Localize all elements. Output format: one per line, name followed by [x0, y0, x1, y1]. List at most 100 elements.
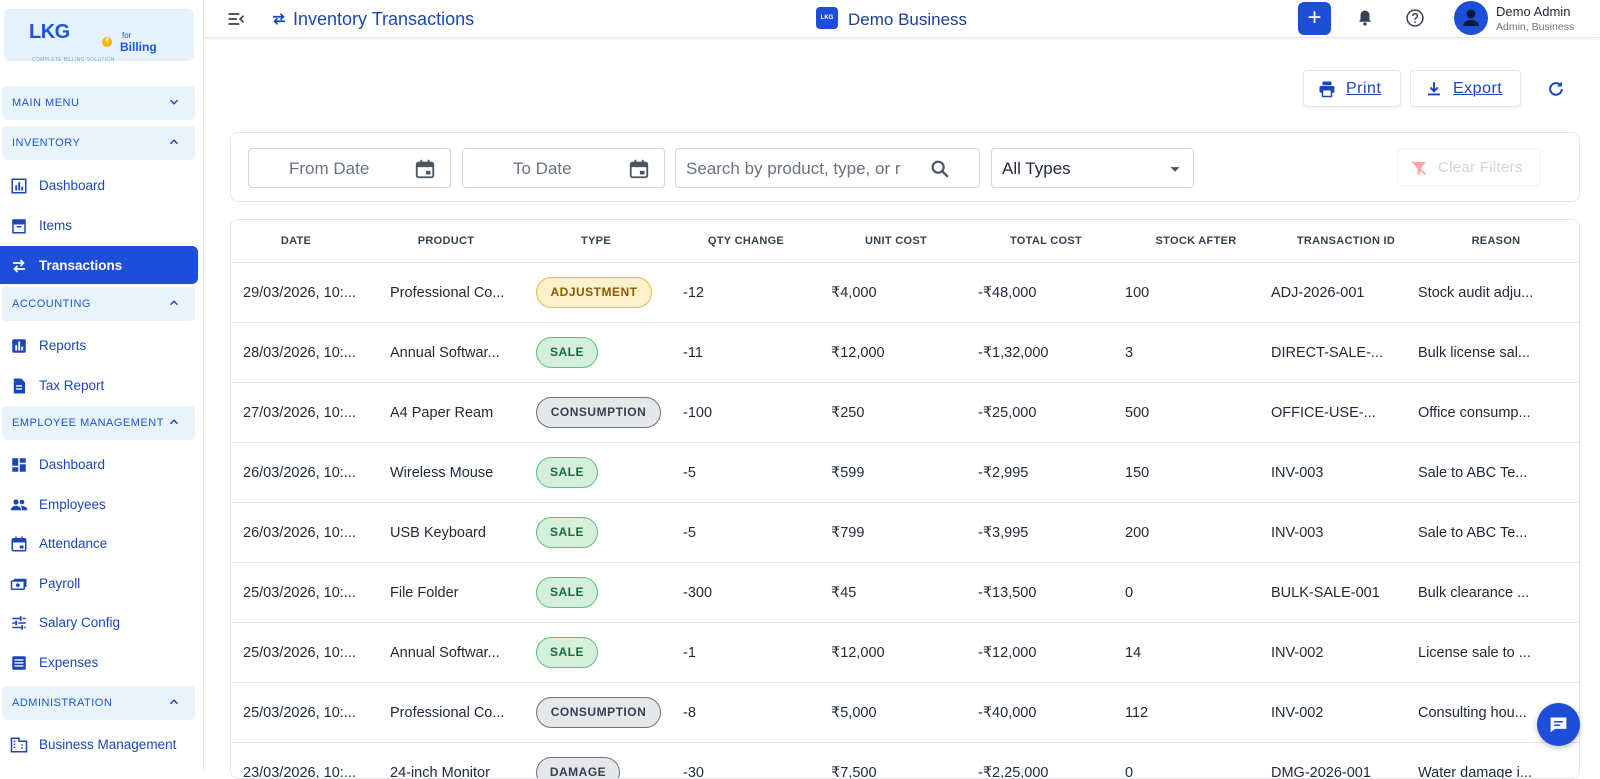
type-badge: DAMAGE: [536, 757, 620, 778]
sidebar-item-employee-dashboard[interactable]: Dashboard: [0, 445, 198, 483]
sidebar-item-salary-config[interactable]: Salary Config: [0, 603, 198, 641]
cell-qty-change: -100: [683, 405, 713, 421]
clear-filters-button[interactable]: Clear Filters: [1397, 148, 1541, 186]
column-header-unit-cost[interactable]: UNIT COST: [865, 235, 927, 247]
sidebar-item-label: Items: [39, 218, 73, 233]
cell-reason: Office consump...: [1418, 405, 1531, 421]
cell-date: 25/03/2026, 10:...: [243, 705, 356, 721]
cell-transaction-id: INV-002: [1271, 645, 1324, 661]
print-button[interactable]: Print: [1303, 70, 1401, 107]
chat-button[interactable]: [1537, 703, 1580, 746]
search-input[interactable]: Search by product, type, or r: [675, 148, 980, 188]
cell-stock-after: 14: [1125, 645, 1142, 661]
cell-product: A4 Paper Ream: [390, 405, 494, 421]
cell-product: Annual Softwar...: [390, 345, 500, 361]
cell-total-cost: -₹25,000: [978, 405, 1037, 421]
business-name[interactable]: Demo Business: [848, 10, 968, 29]
sidebar-item-tax-report[interactable]: Tax Report: [0, 366, 198, 404]
table-row[interactable]: 26/03/2026, 10:... Wireless Mouse -5 ₹599 -₹…: [231, 443, 1579, 503]
section-main-menu[interactable]: MAIN MENU: [2, 86, 195, 120]
table-row[interactable]: 25/03/2026, 10:... Annual Softwar... -1 ₹12…: [231, 623, 1579, 683]
sidebar-item-attendance[interactable]: Attendance: [0, 524, 198, 562]
table-header: DATE PRODUCT TYPE QTY CHANGE UNIT COST T…: [231, 220, 1579, 263]
column-header-reason[interactable]: REASON: [1471, 235, 1521, 247]
sidebar-item-transactions[interactable]: Transactions: [0, 246, 198, 284]
top-bar: Inventory Transactions LKG Demo Business…: [204, 0, 1600, 38]
cell-product: Professional Co...: [390, 705, 505, 721]
print-icon: [1319, 81, 1335, 98]
section-accounting[interactable]: ACCOUNTING: [2, 287, 195, 321]
add-button[interactable]: +: [1298, 2, 1331, 35]
bell-icon[interactable]: [1356, 9, 1374, 27]
refresh-icon[interactable]: [1546, 79, 1566, 99]
calendar-icon: [11, 536, 27, 552]
column-header-product[interactable]: PRODUCT: [417, 235, 475, 247]
avatar[interactable]: [1454, 1, 1488, 35]
chevron-up-icon: [169, 300, 179, 306]
calendar-icon[interactable]: [414, 158, 436, 180]
section-administration[interactable]: ADMINISTRATION: [2, 686, 195, 720]
table-row[interactable]: 29/03/2026, 10:... Professional Co... -12 ₹…: [231, 263, 1579, 323]
table-row[interactable]: 23/03/2026, 10:... 24-inch Monitor -30 ₹7,5…: [231, 743, 1579, 778]
cell-reason: Sale to ABC Te...: [1418, 465, 1528, 481]
cell-total-cost: -₹1,32,000: [978, 345, 1049, 361]
chat-icon: [1550, 717, 1567, 733]
sidebar-item-reports[interactable]: Reports: [0, 326, 198, 364]
table-row[interactable]: 26/03/2026, 10:... USB Keyboard -5 ₹799 -₹3,…: [231, 503, 1579, 563]
cell-unit-cost: ₹799: [831, 525, 865, 541]
sidebar-item-label: Reports: [39, 338, 87, 353]
column-header-qty-change[interactable]: QTY CHANGE: [707, 235, 785, 247]
table-row[interactable]: 27/03/2026, 10:... A4 Paper Ream -100 ₹250 -…: [231, 383, 1579, 443]
table-row[interactable]: 28/03/2026, 10:... Annual Softwar... -11 ₹1…: [231, 323, 1579, 383]
table-row[interactable]: 25/03/2026, 10:... File Folder -300 ₹45 -₹13…: [231, 563, 1579, 623]
cell-stock-after: 112: [1125, 705, 1149, 721]
sidebar-item-expenses[interactable]: Expenses: [0, 643, 198, 681]
sidebar-item-payroll[interactable]: Payroll: [0, 564, 198, 602]
type-badge: ADJUSTMENT: [536, 277, 652, 308]
type-select-value: All Types: [1002, 159, 1071, 178]
menu-collapse-icon[interactable]: [226, 9, 246, 29]
cell-qty-change: -12: [683, 285, 704, 301]
cell-unit-cost: ₹12,000: [831, 645, 885, 661]
column-header-total-cost[interactable]: TOTAL COST: [1009, 235, 1083, 247]
table-row[interactable]: 25/03/2026, 10:... Professional Co... -8 ₹5…: [231, 683, 1579, 743]
cell-total-cost: -₹40,000: [978, 705, 1037, 721]
cell-unit-cost: ₹45: [831, 585, 857, 601]
section-inventory[interactable]: INVENTORY: [2, 126, 195, 160]
sidebar: LKG ₹ for Billing COMPLETE BILLING SOLUT…: [0, 0, 204, 770]
export-button[interactable]: Export: [1410, 70, 1521, 107]
sidebar-item-label: Business Management: [39, 737, 177, 752]
cell-reason: Stock audit adju...: [1418, 285, 1534, 301]
chevron-down-icon: [169, 99, 179, 105]
cell-qty-change: -300: [683, 585, 713, 601]
sidebar-item-employees[interactable]: Employees: [0, 485, 198, 523]
sidebar-item-label: Payroll: [39, 576, 81, 591]
to-date-field[interactable]: To Date: [462, 148, 665, 188]
cell-stock-after: 0: [1125, 585, 1134, 601]
logo-text: LKG: [29, 21, 70, 43]
calendar-icon[interactable]: [628, 158, 650, 180]
cell-qty-change: -8: [683, 705, 696, 721]
download-icon: [1428, 82, 1440, 96]
type-select[interactable]: All Types: [991, 148, 1194, 188]
cell-transaction-id: INV-003: [1271, 525, 1324, 541]
column-header-date[interactable]: DATE: [280, 235, 312, 247]
sidebar-item-items[interactable]: Items: [0, 206, 198, 244]
from-date-field[interactable]: From Date: [248, 148, 451, 188]
cell-total-cost: -₹12,000: [978, 645, 1037, 661]
cell-transaction-id: OFFICE-USE-...: [1271, 405, 1376, 421]
sidebar-item-inventory-dashboard[interactable]: Dashboard: [0, 166, 198, 204]
brand-logo[interactable]: LKG ₹ for Billing COMPLETE BILLING SOLUT…: [4, 9, 194, 63]
column-header-stock-after[interactable]: STOCK AFTER: [1155, 235, 1237, 247]
sidebar-item-business-management[interactable]: Business Management: [0, 725, 198, 763]
cell-unit-cost: ₹4,000: [831, 285, 877, 301]
column-header-transaction-id[interactable]: TRANSACTION ID: [1296, 235, 1396, 247]
search-icon[interactable]: [929, 158, 951, 180]
section-employee-management[interactable]: EMPLOYEE MANAGEMENT: [2, 406, 195, 440]
cell-reason: Bulk clearance ...: [1418, 585, 1530, 601]
help-icon[interactable]: [1405, 8, 1425, 28]
section-label: ACCOUNTING: [12, 298, 91, 310]
cell-total-cost: -₹3,995: [978, 525, 1029, 541]
column-header-type[interactable]: TYPE: [581, 235, 611, 247]
cell-stock-after: 3: [1125, 345, 1134, 361]
